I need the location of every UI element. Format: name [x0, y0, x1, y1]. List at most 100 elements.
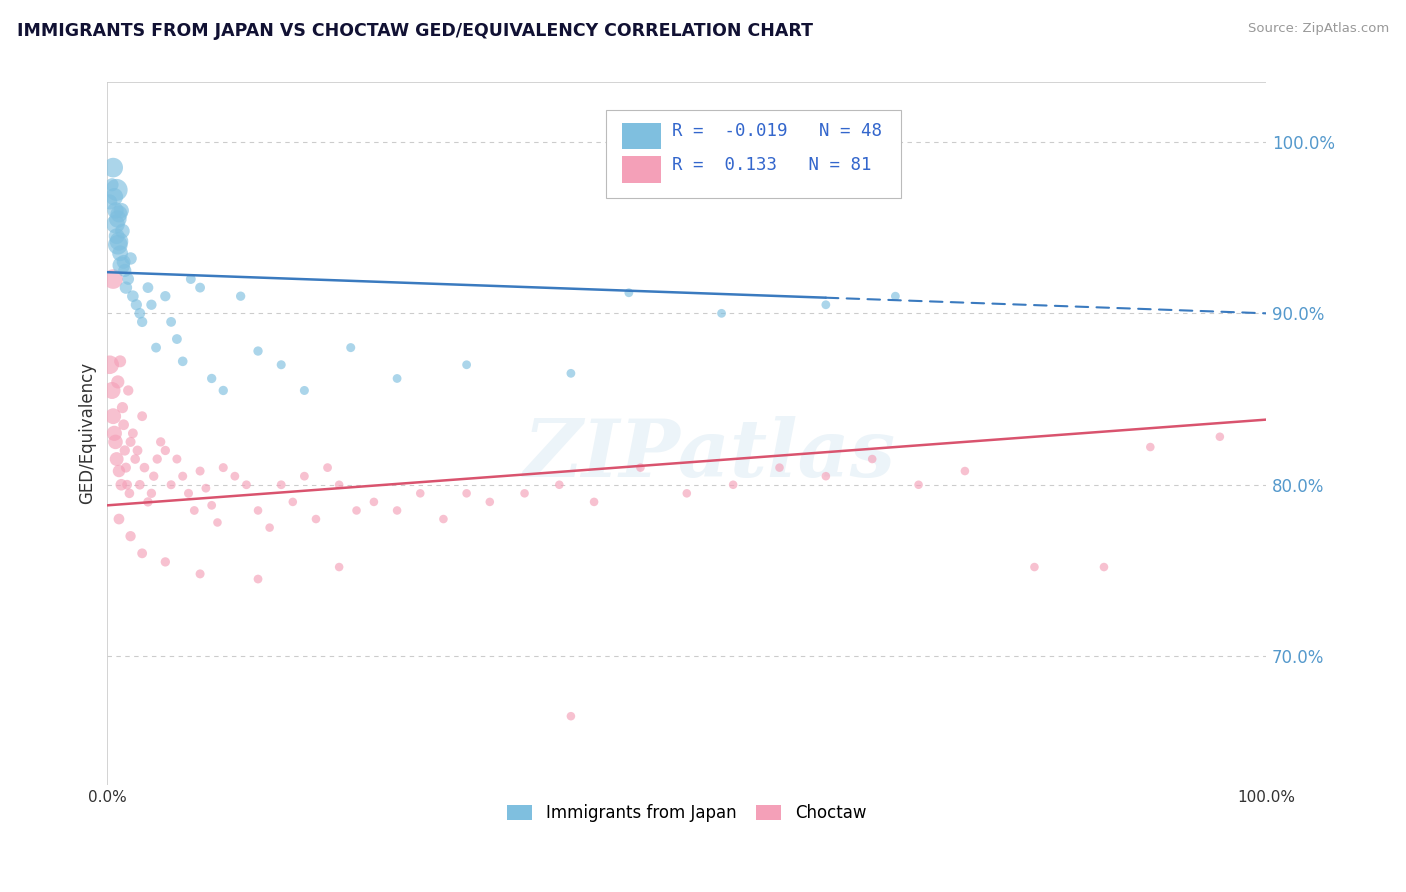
- Point: [212, 460, 235, 475]
- FancyBboxPatch shape: [606, 110, 901, 198]
- Point: [247, 503, 270, 517]
- Point: [229, 289, 252, 303]
- Point: [630, 460, 652, 475]
- Point: [111, 401, 134, 415]
- Point: [456, 358, 478, 372]
- Point: [247, 572, 270, 586]
- Point: [104, 217, 127, 231]
- Point: [149, 434, 172, 449]
- Point: [128, 306, 150, 320]
- FancyBboxPatch shape: [621, 156, 661, 183]
- Point: [385, 503, 408, 517]
- Point: [884, 289, 907, 303]
- Point: [212, 384, 235, 398]
- Point: [120, 529, 142, 543]
- Point: [292, 384, 315, 398]
- Point: [235, 477, 257, 491]
- Point: [108, 354, 131, 368]
- Legend: Immigrants from Japan, Choctaw: Immigrants from Japan, Choctaw: [501, 797, 873, 830]
- Point: [339, 341, 361, 355]
- Point: [270, 477, 292, 491]
- Point: [710, 306, 733, 320]
- Point: [141, 486, 163, 500]
- Point: [270, 358, 292, 372]
- Point: [207, 516, 229, 530]
- Point: [675, 486, 697, 500]
- Point: [105, 452, 128, 467]
- Point: [456, 486, 478, 500]
- Point: [316, 460, 339, 475]
- Point: [1139, 440, 1161, 454]
- Point: [108, 512, 131, 526]
- Point: [134, 460, 156, 475]
- Point: [107, 375, 129, 389]
- Point: [136, 495, 159, 509]
- Text: IMMIGRANTS FROM JAPAN VS CHOCTAW GED/EQUIVALENCY CORRELATION CHART: IMMIGRANTS FROM JAPAN VS CHOCTAW GED/EQU…: [17, 22, 813, 40]
- Point: [110, 203, 132, 218]
- Point: [117, 384, 139, 398]
- Point: [98, 358, 121, 372]
- Point: [1209, 430, 1232, 444]
- Point: [328, 477, 350, 491]
- Point: [120, 252, 142, 266]
- Point: [103, 190, 125, 204]
- Point: [166, 452, 188, 467]
- Point: [177, 486, 200, 500]
- Point: [617, 285, 640, 300]
- Y-axis label: GED/Equivalency: GED/Equivalency: [79, 362, 96, 504]
- Point: [513, 486, 536, 500]
- Point: [768, 460, 790, 475]
- Point: [108, 246, 131, 260]
- Point: [127, 443, 149, 458]
- Text: R =  0.133   N = 81: R = 0.133 N = 81: [672, 156, 872, 174]
- Point: [112, 255, 135, 269]
- Point: [385, 371, 408, 385]
- Point: [98, 194, 121, 209]
- Point: [183, 503, 205, 517]
- Text: ZIPatlas: ZIPatlas: [524, 416, 896, 493]
- Point: [136, 280, 159, 294]
- Point: [101, 161, 124, 175]
- Point: [125, 298, 148, 312]
- Point: [142, 469, 165, 483]
- Point: [122, 289, 145, 303]
- Point: [104, 203, 127, 218]
- Point: [346, 503, 368, 517]
- Point: [224, 469, 246, 483]
- Point: [128, 477, 150, 491]
- Point: [259, 520, 281, 534]
- Point: [110, 477, 132, 491]
- Point: [560, 367, 582, 381]
- FancyBboxPatch shape: [621, 123, 661, 149]
- Point: [478, 495, 501, 509]
- Text: Source: ZipAtlas.com: Source: ZipAtlas.com: [1249, 22, 1389, 36]
- Point: [907, 477, 929, 491]
- Point: [108, 235, 131, 249]
- Point: [201, 371, 224, 385]
- Point: [110, 258, 132, 272]
- Point: [721, 477, 744, 491]
- Point: [131, 546, 153, 560]
- Point: [101, 272, 124, 286]
- Point: [108, 464, 131, 478]
- Point: [409, 486, 432, 500]
- Point: [247, 344, 270, 359]
- Point: [560, 709, 582, 723]
- Point: [114, 443, 136, 458]
- Point: [114, 263, 136, 277]
- Point: [117, 272, 139, 286]
- Point: [166, 332, 188, 346]
- Point: [105, 183, 128, 197]
- Point: [108, 207, 131, 221]
- Point: [118, 486, 141, 500]
- Point: [188, 280, 211, 294]
- Point: [1092, 560, 1115, 574]
- Point: [292, 469, 315, 483]
- Point: [111, 224, 134, 238]
- Point: [160, 477, 183, 491]
- Point: [146, 452, 169, 467]
- Point: [122, 426, 145, 441]
- Point: [172, 469, 194, 483]
- Point: [115, 460, 138, 475]
- Point: [101, 409, 124, 424]
